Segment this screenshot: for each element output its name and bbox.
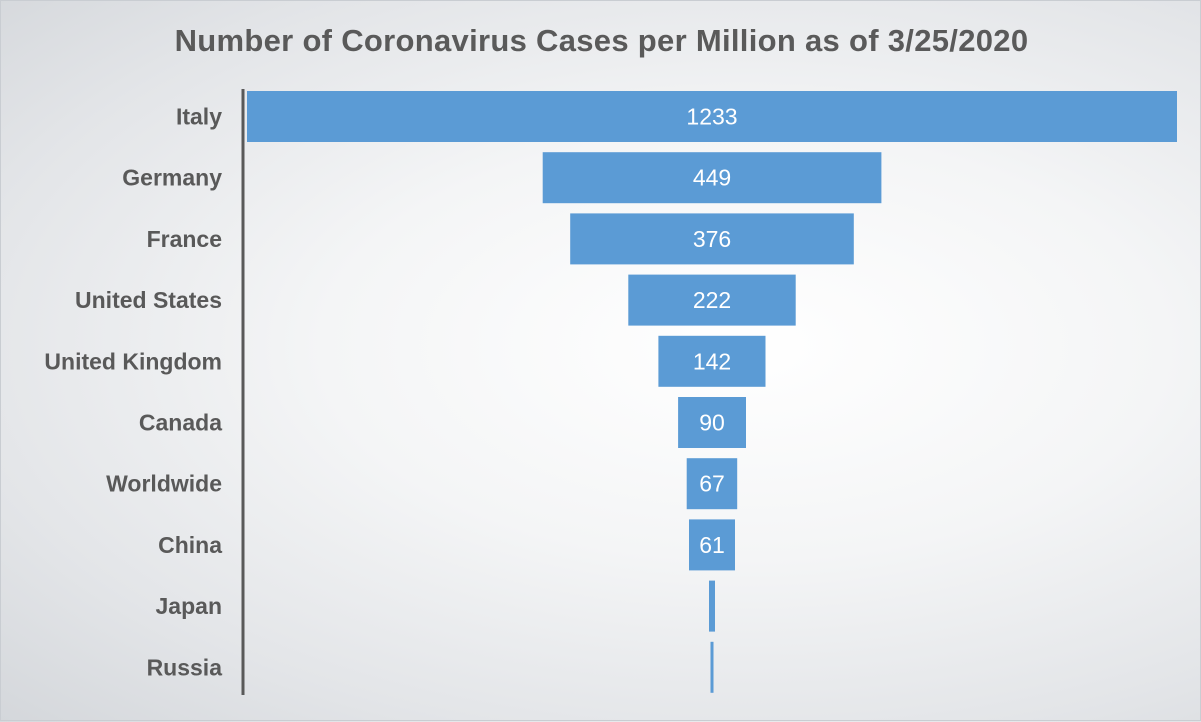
category-label-worldwide: Worldwide [106,471,222,497]
category-label-italy: Italy [176,104,222,130]
data-label-germany: 449 [693,165,731,191]
bar-russia [710,641,714,693]
category-label-canada: Canada [139,410,222,436]
data-label-china: 61 [699,532,725,558]
data-label-united-kingdom: 142 [693,348,731,374]
data-label-italy: 1233 [686,104,737,130]
category-label-united-kingdom: United Kingdom [44,348,222,374]
bar-canada [678,397,746,448]
bar-italy [247,91,1177,142]
category-label-japan: Japan [156,593,222,619]
data-label-canada: 90 [699,410,725,436]
bar-united-kingdom [658,335,766,387]
data-labels-group: 1233 449 376 222 142 90 67 61 [686,104,737,558]
data-label-united-states: 222 [693,287,731,313]
category-labels-group: Italy Germany France United States United Ki… [44,104,222,681]
category-label-united-states: United States [75,287,222,313]
bar-united-states [628,274,796,326]
bar-france [570,213,854,265]
bar-germany [542,152,882,204]
category-label-russia: Russia [147,654,223,680]
data-label-france: 376 [693,226,731,252]
bars-group [247,91,1177,693]
category-label-china: China [158,532,222,558]
chart-title: Number of Coronavirus Cases per Million … [174,23,1029,58]
data-label-worldwide: 67 [699,471,725,497]
bar-worldwide [686,458,738,510]
category-label-france: France [147,226,222,252]
category-label-germany: Germany [122,165,222,191]
bar-china [689,519,735,571]
bar-japan [709,580,715,632]
